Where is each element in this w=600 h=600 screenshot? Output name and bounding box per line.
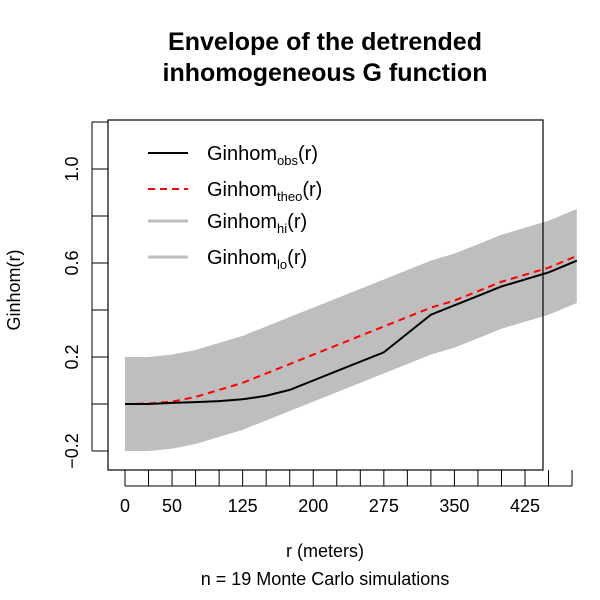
chart-title-line-1: Envelope of the detrended	[168, 28, 482, 56]
y-tick-label: 0.2	[62, 344, 82, 369]
legend-label-lo: Ginhomlo(r)	[207, 247, 307, 272]
chart-title-line-2: inhomogeneous G function	[163, 59, 488, 87]
y-tick-label: 0.6	[62, 250, 82, 275]
chart-subtitle: n = 19 Monte Carlo simulations	[201, 569, 450, 589]
x-tick-label: 200	[298, 496, 328, 516]
y-tick-label: −0.2	[62, 433, 82, 469]
axes: 0 50 125 200 275 350 425 −0.2 0.2 0.6 1.0	[62, 119, 573, 516]
plot-area	[124, 208, 578, 451]
x-axis-label: r (meters)	[286, 541, 364, 561]
legend-label-obs: Ginhomobs(r)	[207, 143, 318, 168]
legend: Ginhomobs(r) Ginhomtheo(r) Ginhomhi(r) Ginh…	[148, 143, 322, 272]
plot-frame	[107, 119, 544, 471]
legend-label-hi: Ginhomhi(r)	[207, 211, 307, 236]
envelope-band	[125, 208, 577, 451]
series-obs-line	[125, 259, 578, 405]
series-theo-line	[124, 255, 578, 405]
x-tick-label: 425	[510, 496, 540, 516]
y-tick-label: 1.0	[62, 156, 82, 181]
x-tick-label: 275	[369, 496, 399, 516]
x-tick-label: 50	[162, 496, 182, 516]
y-axis-label: Ginhom(r)	[4, 249, 24, 330]
x-tick-label: 0	[120, 496, 130, 516]
x-tick-label: 125	[228, 496, 258, 516]
legend-label-theo: Ginhomtheo(r)	[207, 179, 322, 204]
x-tick-label: 350	[439, 496, 469, 516]
